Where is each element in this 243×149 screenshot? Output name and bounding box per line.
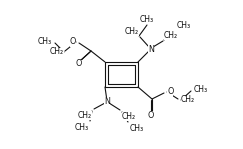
Text: CH₂: CH₂: [122, 112, 136, 121]
Text: CH₂: CH₂: [125, 27, 139, 36]
Text: CH₃: CH₃: [177, 21, 191, 30]
Text: N: N: [104, 97, 110, 105]
Text: CH₂: CH₂: [50, 48, 64, 56]
Text: CH₃: CH₃: [75, 123, 89, 132]
Text: O: O: [70, 38, 76, 46]
Text: CH₂: CH₂: [164, 31, 178, 40]
Text: CH₂: CH₂: [181, 96, 195, 104]
Text: O: O: [167, 87, 173, 97]
Text: CH₃: CH₃: [194, 86, 208, 94]
Text: O: O: [148, 111, 154, 119]
Text: N: N: [148, 45, 154, 53]
Text: CH₃: CH₃: [38, 37, 52, 45]
Text: CH₃: CH₃: [140, 15, 154, 24]
Text: CH₂: CH₂: [78, 111, 92, 120]
Text: O: O: [76, 59, 82, 69]
Text: CH₃: CH₃: [130, 124, 144, 133]
